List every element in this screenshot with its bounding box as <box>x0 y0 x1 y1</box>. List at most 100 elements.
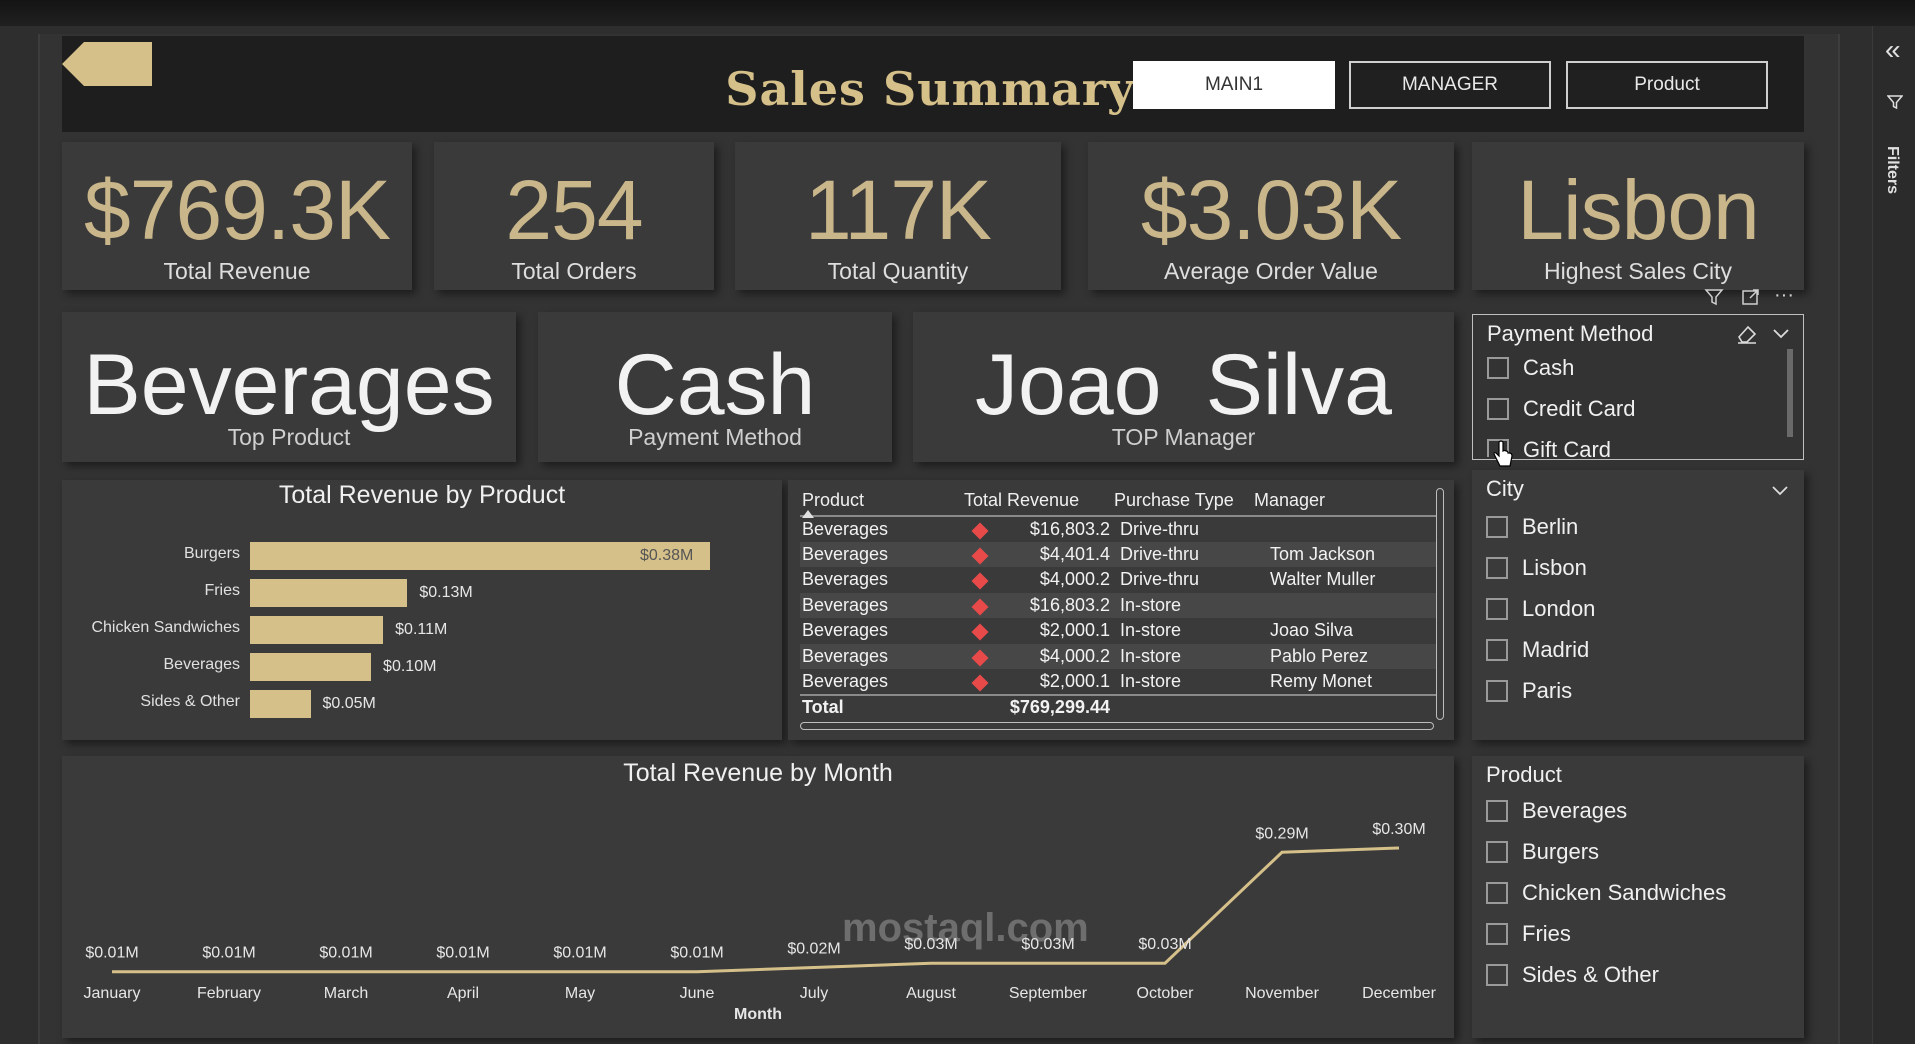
slicer-item-gift-card[interactable]: Gift Card <box>1487 437 1611 457</box>
nav-manager-button[interactable]: MANAGER <box>1349 61 1551 109</box>
table-row[interactable]: Beverages $2,000.1 In-store Joao Silva <box>800 618 1436 644</box>
product-revenue-table[interactable]: Product Total Revenue Purchase Type Mana… <box>800 486 1436 720</box>
bar-category-label: Fries <box>204 582 240 599</box>
table-row[interactable]: Beverages $2,000.1 In-store Remy Monet <box>800 669 1436 695</box>
product-slicer-item[interactable]: Chicken Sandwiches <box>1486 880 1726 906</box>
kpi-card-total-orders: 254 Total Orders <box>434 142 714 290</box>
table-vertical-scrollbar[interactable] <box>1436 488 1444 720</box>
slicer-item-label: London <box>1522 596 1596 621</box>
line-chart-plot: $0.01M January $0.01M February $0.01M March $0… <box>84 821 1437 1002</box>
bar-category-label: Burgers <box>183 545 240 562</box>
card-top-product: Beverages Top Product <box>62 312 516 462</box>
checkbox[interactable] <box>1486 841 1508 863</box>
kpi-label: Highest Sales City <box>1544 258 1732 284</box>
checkbox[interactable] <box>1486 680 1508 702</box>
point-data-label: $0.01M <box>319 945 372 962</box>
payment-method-slicer[interactable]: Payment Method Cash Credit Card Gift Car… <box>1472 314 1804 460</box>
chevron-down-icon[interactable] <box>1771 323 1791 343</box>
bar[interactable] <box>250 579 408 607</box>
filter-icon[interactable] <box>1704 288 1724 306</box>
double-chevron-left-icon[interactable]: « <box>1885 34 1901 65</box>
column-header-product[interactable]: Product <box>800 486 962 517</box>
checkbox[interactable] <box>1486 639 1508 661</box>
chart-title: Total Revenue by Month <box>623 759 893 787</box>
slicer-scrollbar[interactable] <box>1787 349 1793 437</box>
bar[interactable] <box>250 690 311 718</box>
table-row[interactable]: Beverages $16,803.2 In-store <box>800 592 1436 618</box>
bar-data-label: $0.10M <box>383 658 437 675</box>
bar[interactable] <box>250 542 710 570</box>
point-data-label: $0.01M <box>670 945 723 962</box>
checkbox[interactable] <box>1486 964 1508 986</box>
focus-mode-icon[interactable] <box>1741 288 1761 306</box>
column-header-manager[interactable]: Manager <box>1252 486 1436 517</box>
city-slicer-item[interactable]: Lisbon <box>1486 555 1587 581</box>
checkbox[interactable] <box>1487 357 1509 379</box>
slicer-item-label: Berlin <box>1522 514 1579 539</box>
card-value: Beverages <box>83 337 495 433</box>
card-value: Cash <box>614 337 816 433</box>
table-header-row: Product Total Revenue Purchase Type Mana… <box>800 486 1436 517</box>
product-slicer[interactable]: Product Beverages Burgers Chicken Sandwich… <box>1472 756 1804 1038</box>
table-row[interactable]: Beverages $4,401.4 Drive-thru Tom Jackson <box>800 541 1436 567</box>
column-header-total-revenue[interactable]: Total Revenue <box>962 486 1112 517</box>
total-value: $769,299.44 <box>962 693 1112 720</box>
series-line[interactable] <box>112 846 1400 974</box>
checkbox[interactable] <box>1487 439 1509 457</box>
slicer-title: Product <box>1486 762 1562 787</box>
city-slicer-item[interactable]: Paris <box>1486 678 1572 704</box>
slicer-item-label: Beverages <box>1522 798 1628 823</box>
city-slicer-item[interactable]: Berlin <box>1486 514 1578 540</box>
checkbox[interactable] <box>1486 557 1508 579</box>
table-row[interactable]: Beverages $16,803.2 Drive-thru <box>800 516 1436 542</box>
checkbox[interactable] <box>1486 923 1508 945</box>
revenue-by-month-chart: Total Revenue by Month $0.01M January $0.0… <box>62 756 1454 1038</box>
slicer-item-label: Sides & Other <box>1522 962 1659 987</box>
cell-total-revenue: $2,000.1 <box>962 669 1112 695</box>
slicer-item-label: Chicken Sandwiches <box>1522 880 1727 905</box>
revenue-value: $2,000.1 <box>1039 620 1110 641</box>
point-data-label: $0.30M <box>1372 821 1425 838</box>
back-arrow-icon[interactable] <box>62 42 152 86</box>
table-row[interactable]: Beverages $4,000.2 Drive-thru Walter Muller <box>800 567 1436 593</box>
product-slicer-item[interactable]: Burgers <box>1486 839 1599 865</box>
cell-product: Beverages <box>800 643 962 669</box>
cell-manager <box>1252 592 1436 618</box>
more-options-icon[interactable]: ··· <box>1774 284 1794 306</box>
city-slicer-item[interactable]: Madrid <box>1486 637 1589 663</box>
nav-main1-button[interactable]: MAIN1 <box>1133 61 1335 109</box>
kpi-value: $3.03K <box>1140 163 1402 257</box>
product-slicer-item[interactable]: Beverages <box>1486 798 1627 824</box>
nav-product-button[interactable]: Product <box>1566 61 1768 109</box>
slicer-item-credit-card[interactable]: Credit Card <box>1487 396 1635 422</box>
slicer-list[interactable]: Cash Credit Card Gift Card <box>1473 351 1793 457</box>
sort-ascending-icon[interactable] <box>802 510 814 518</box>
checkbox[interactable] <box>1486 598 1508 620</box>
bar[interactable] <box>250 616 384 644</box>
column-header-purchase-type[interactable]: Purchase Type <box>1112 486 1252 517</box>
bar[interactable] <box>250 653 372 681</box>
eraser-icon[interactable] <box>1735 323 1759 345</box>
point-data-label: $0.03M <box>904 936 957 953</box>
cell-total-revenue: $4,401.4 <box>962 541 1112 567</box>
checkbox[interactable] <box>1486 882 1508 904</box>
checkbox[interactable] <box>1486 516 1508 538</box>
city-slicer-item[interactable]: London <box>1486 596 1595 622</box>
cell-purchase-type: Drive-thru <box>1112 541 1252 567</box>
chevron-down-icon[interactable] <box>1770 480 1790 500</box>
bar-data-label: $0.11M <box>395 621 448 638</box>
checkbox[interactable] <box>1486 800 1508 822</box>
product-slicer-item[interactable]: Sides & Other <box>1486 962 1659 988</box>
table-row[interactable]: Beverages $4,000.2 In-store Pablo Perez <box>800 643 1436 669</box>
filters-pane[interactable]: « Filters <box>1872 26 1915 1044</box>
filter-icon <box>1887 95 1903 110</box>
kpi-card-average-order-value: $3.03K Average Order Value <box>1088 142 1454 290</box>
filters-label[interactable]: Filters <box>1884 146 1901 195</box>
product-slicer-item[interactable]: Fries <box>1486 921 1571 947</box>
table-horizontal-scrollbar[interactable] <box>800 722 1434 730</box>
slicer-item-cash[interactable]: Cash <box>1487 355 1574 381</box>
point-data-label: $0.03M <box>1021 936 1074 953</box>
checkbox[interactable] <box>1487 398 1509 420</box>
total-label: Total <box>800 693 962 720</box>
city-slicer[interactable]: City Berlin Lisbon London Madrid Paris <box>1472 470 1804 740</box>
